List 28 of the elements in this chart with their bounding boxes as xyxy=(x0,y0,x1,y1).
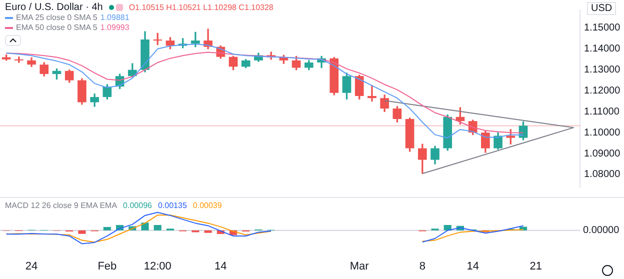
y-tick-label: 1.14000 xyxy=(584,44,621,55)
y-tick-label: 1.12000 xyxy=(584,86,621,97)
chart-title: MACD 12 26 close 9 EMA EMA xyxy=(5,200,118,211)
annotation: 1.09881 xyxy=(100,13,130,23)
y-tick-label: 1.10000 xyxy=(584,127,621,138)
x-tick-label: 24 xyxy=(25,260,38,272)
x-tick-label: 21 xyxy=(530,260,542,272)
ref-line-label: 0.00000 xyxy=(583,225,620,236)
x-tick-label: 12:00 xyxy=(144,260,172,272)
text: 0.00135 xyxy=(158,200,187,211)
x-tick-label: 8 xyxy=(419,260,426,272)
y-tick-label: 1.09000 xyxy=(584,148,621,160)
y-tick-label: 1.08000 xyxy=(584,169,621,180)
x-tick-label: Feb xyxy=(98,260,117,272)
legend-label: EMA 25 close 0 SMA 5 xyxy=(16,13,98,23)
text: 0.00039 xyxy=(192,200,222,211)
x-tick-label: 14 xyxy=(466,260,479,272)
chart-title: Euro / U.S. Dollar · 4h xyxy=(5,2,103,13)
y-tick-label: 1.13000 xyxy=(584,64,621,76)
x-tick-label: Mar xyxy=(350,260,370,272)
text: 0.00096 xyxy=(123,200,152,211)
legend-label: EMA 50 close 0 SMA 5 xyxy=(16,23,98,33)
y-tick-label: 1.15000 xyxy=(584,22,621,34)
x-tick-label: 14 xyxy=(214,260,227,272)
annotation: 1.09993 xyxy=(100,23,130,33)
y-axis-title: USD xyxy=(587,2,616,15)
y-tick-label: 1.11000 xyxy=(584,106,620,118)
annotation: O1.10515 H1.10521 L1.10298 C1.10328 xyxy=(128,2,274,13)
